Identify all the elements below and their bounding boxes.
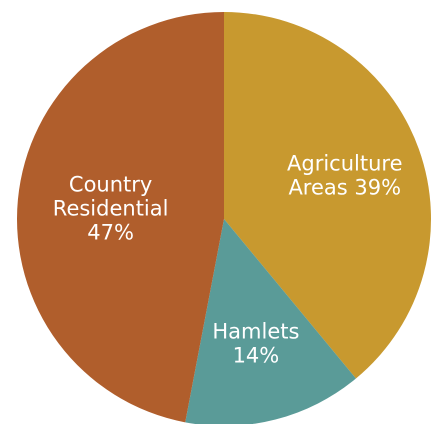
slice-label-hamlets: Hamlets 14% bbox=[212, 319, 299, 367]
slice-label-line: Agriculture bbox=[287, 152, 403, 176]
slice-label-country-residential: Country Residential 47% bbox=[53, 172, 169, 244]
pie-slices bbox=[17, 12, 431, 424]
slice-label-line: Residential bbox=[53, 196, 169, 220]
slice-agriculture-areas bbox=[224, 12, 431, 379]
pie-labels: Agriculture Areas 39% Hamlets 14% Country Res… bbox=[53, 152, 403, 368]
slice-label-agriculture-areas: Agriculture Areas 39% bbox=[287, 152, 403, 200]
slice-label-line: Hamlets bbox=[212, 319, 299, 343]
slice-label-line: 14% bbox=[233, 343, 280, 367]
slice-country-residential bbox=[17, 12, 224, 423]
slice-hamlets bbox=[185, 219, 356, 424]
slice-label-line: Country bbox=[69, 172, 152, 196]
slice-label-line: 47% bbox=[87, 220, 134, 244]
slice-label-line: Areas 39% bbox=[288, 176, 401, 200]
